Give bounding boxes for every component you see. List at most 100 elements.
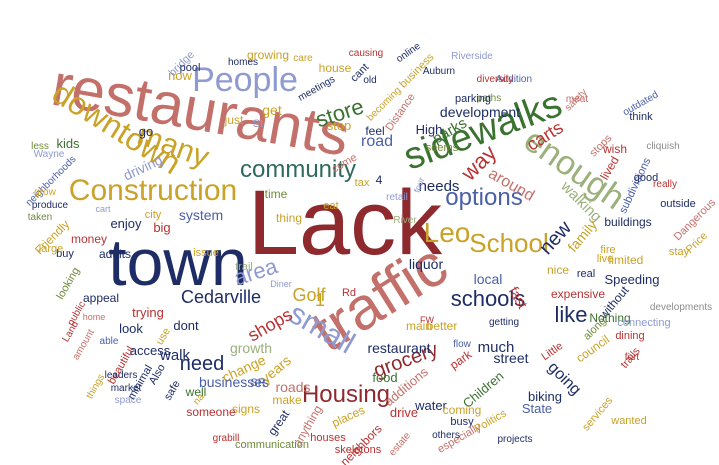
word-main: main — [406, 319, 432, 333]
word-access: access — [130, 343, 171, 358]
word-paths: paths — [477, 93, 501, 104]
word-live: live — [597, 253, 614, 265]
word-liquor: liquor — [409, 256, 444, 272]
word-dont: dont — [173, 318, 199, 333]
word-homes: homes — [228, 57, 258, 68]
word-cedarville: Cedarville — [181, 287, 261, 307]
word-grabill: grabill — [213, 433, 240, 444]
word-road: road — [361, 133, 393, 150]
word-care: care — [293, 53, 313, 64]
word-also: Also — [147, 362, 168, 387]
word-expensive: expensive — [551, 287, 605, 301]
word-like: like — [554, 302, 587, 327]
word-someone: someone — [186, 405, 236, 419]
word-adults: adults — [99, 247, 131, 261]
word-feel: feel — [365, 124, 384, 138]
word-looking: looking — [54, 265, 82, 301]
word-signs: signs — [232, 402, 260, 416]
word-estate: estate — [387, 430, 413, 458]
word-kids: kids — [56, 136, 80, 151]
word-construction: Construction — [69, 174, 237, 207]
word-1: 1 — [315, 290, 325, 310]
word-much: much — [478, 339, 515, 356]
word-safe: safe — [162, 378, 183, 402]
word-really: really — [653, 179, 677, 190]
word-wayne: Wayne — [34, 149, 65, 160]
word-busy: busy — [450, 416, 474, 428]
word-lack: Lack — [248, 172, 443, 274]
word-street: street — [493, 350, 528, 366]
word-limited: limited — [609, 253, 644, 267]
word-growth: growth — [230, 340, 272, 356]
word-projects: projects — [497, 434, 532, 445]
word-developments: developments — [650, 302, 712, 313]
word-wanted: wanted — [610, 415, 646, 427]
word-diversity: diversity — [477, 74, 514, 85]
word-cliquish: cliquish — [646, 141, 679, 152]
word-city: city — [145, 209, 162, 221]
word-restaurant: restaurant — [367, 340, 430, 356]
word-trail: trail — [235, 261, 253, 273]
word-community: community — [240, 156, 356, 183]
word-river: River — [393, 215, 417, 226]
word-drive: drive — [390, 405, 418, 420]
word-house: house — [319, 61, 352, 75]
word-appeal: appeal — [83, 291, 119, 305]
word-retail: retail — [386, 192, 408, 203]
word-nice: nice — [547, 263, 569, 277]
word-people: People — [192, 61, 298, 99]
word-now: now — [168, 68, 192, 83]
word-rd: Rd — [342, 287, 356, 299]
word-space: space — [115, 395, 142, 406]
word-skeletons: skeletons — [335, 444, 382, 456]
word-nothing: Nothing — [589, 311, 630, 325]
word-pool: pool — [180, 62, 201, 74]
word-issue: issue — [193, 247, 219, 259]
word-market: market — [111, 383, 142, 394]
word-biking: biking — [528, 389, 562, 404]
word-money: money — [71, 232, 107, 246]
word-buildings: buildings — [604, 215, 651, 229]
word-roads: roads — [275, 379, 310, 395]
word-large: large — [39, 243, 63, 255]
word-great: great — [265, 407, 293, 438]
word-town: town — [108, 225, 247, 299]
word-local: local — [474, 271, 503, 287]
word-development: development — [440, 104, 520, 120]
word-get: get — [262, 102, 282, 118]
word-think: think — [629, 111, 653, 123]
word-land: Land — [61, 319, 82, 344]
word-real: real — [577, 268, 595, 280]
word-riverside: Riverside — [451, 51, 493, 62]
word-go: go — [139, 124, 153, 139]
word-leaders: leaders — [105, 370, 138, 381]
word-taken: taken — [28, 212, 52, 223]
word-st: St — [253, 118, 263, 130]
word-parking: parking — [455, 93, 491, 105]
word-wish: wish — [602, 142, 627, 156]
word-state: State — [522, 401, 552, 416]
word-golf: Golf — [292, 285, 326, 305]
word-addition: Addition — [496, 74, 532, 85]
word-tax: tax — [355, 177, 370, 189]
word-4: 4 — [376, 173, 383, 187]
word-eat: eat — [323, 200, 338, 212]
word-communication: communication — [235, 439, 309, 451]
word-connecting: connecting — [617, 317, 670, 329]
word-need: need — [180, 353, 225, 375]
word-fw: FW — [420, 315, 434, 325]
word-trails: trails — [619, 345, 643, 371]
word-needs: needs — [419, 178, 460, 195]
word-old: old — [363, 75, 376, 86]
word-food: food — [372, 370, 397, 385]
word-good: good — [634, 172, 658, 184]
word-houses: houses — [310, 432, 346, 444]
word-big: big — [153, 220, 170, 235]
word-services: services — [580, 394, 615, 433]
word-flow: flow — [453, 339, 472, 350]
word-housing: Housing — [302, 381, 390, 408]
word-diner: Diner — [270, 279, 292, 289]
word-thing: thing — [276, 211, 302, 225]
word-others: others — [432, 430, 460, 441]
word-buy: buy — [56, 248, 74, 260]
